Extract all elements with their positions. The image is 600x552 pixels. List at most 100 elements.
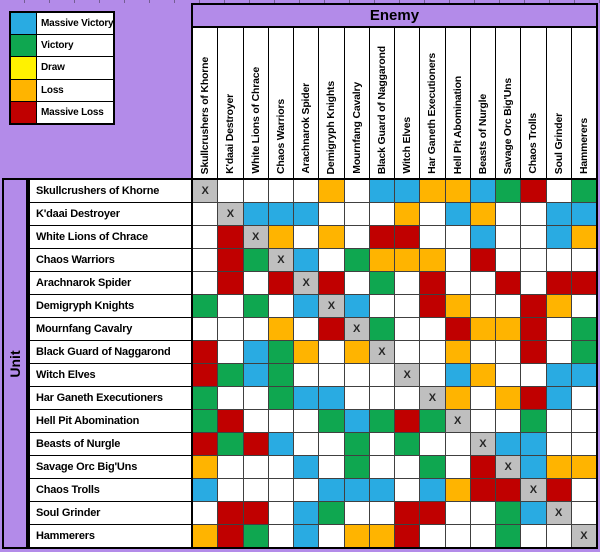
matrix-cell[interactable] (319, 364, 344, 386)
row-header[interactable]: Hell Pit Abomination (30, 410, 191, 432)
matrix-cell[interactable] (294, 203, 319, 225)
matrix-cell[interactable] (268, 387, 293, 409)
matrix-cell[interactable] (369, 502, 394, 524)
matrix-cell[interactable] (243, 364, 268, 386)
column-header[interactable]: Har Ganeth Executioners (420, 28, 445, 178)
column-header[interactable]: Beasts of Nurgle (470, 28, 495, 178)
matrix-cell[interactable] (546, 249, 571, 271)
matrix-cell[interactable] (420, 203, 445, 225)
matrix-cell[interactable] (268, 341, 293, 363)
matrix-cell[interactable] (243, 180, 268, 202)
matrix-cell[interactable] (420, 502, 445, 524)
matrix-cell[interactable] (496, 433, 521, 455)
matrix-cell[interactable] (546, 341, 571, 363)
matrix-cell[interactable] (294, 410, 319, 432)
matrix-cell[interactable] (521, 456, 546, 478)
matrix-cell[interactable] (369, 387, 394, 409)
matrix-cell[interactable] (319, 433, 344, 455)
matrix-cell[interactable] (319, 410, 344, 432)
matrix-cell[interactable] (445, 525, 470, 547)
column-header[interactable]: Demigryph Knights (319, 28, 344, 178)
matrix-cell-diagonal[interactable]: X (546, 502, 571, 524)
matrix-cell[interactable] (369, 203, 394, 225)
matrix-cell[interactable] (268, 479, 293, 501)
matrix-cell[interactable] (571, 364, 596, 386)
row-header[interactable]: Chaos Warriors (30, 249, 191, 271)
matrix-cell-diagonal[interactable]: X (344, 318, 369, 340)
matrix-cell[interactable] (369, 456, 394, 478)
matrix-cell[interactable] (496, 272, 521, 294)
matrix-cell[interactable] (344, 502, 369, 524)
column-header[interactable]: Arachnarok Spider (294, 28, 319, 178)
matrix-cell[interactable] (344, 249, 369, 271)
matrix-cell[interactable] (470, 502, 495, 524)
matrix-cell[interactable] (521, 272, 546, 294)
matrix-cell[interactable] (193, 387, 218, 409)
matrix-cell[interactable] (445, 180, 470, 202)
matrix-cell[interactable] (344, 203, 369, 225)
matrix-cell[interactable] (294, 456, 319, 478)
matrix-cell[interactable] (445, 272, 470, 294)
matrix-cell-diagonal[interactable]: X (268, 249, 293, 271)
row-header[interactable]: Black Guard of Naggarond (30, 341, 191, 363)
matrix-cell[interactable] (445, 203, 470, 225)
matrix-cell[interactable] (395, 295, 420, 317)
matrix-cell[interactable] (445, 249, 470, 271)
matrix-cell[interactable] (243, 525, 268, 547)
matrix-cell[interactable] (268, 502, 293, 524)
matrix-cell[interactable] (344, 433, 369, 455)
matrix-cell[interactable] (268, 203, 293, 225)
matrix-cell[interactable] (369, 364, 394, 386)
matrix-cell[interactable] (294, 364, 319, 386)
matrix-cell[interactable] (470, 203, 495, 225)
matrix-cell[interactable] (571, 341, 596, 363)
matrix-cell[interactable] (218, 410, 243, 432)
matrix-cell[interactable] (496, 502, 521, 524)
matrix-cell[interactable] (193, 456, 218, 478)
matrix-cell[interactable] (546, 318, 571, 340)
matrix-cell[interactable] (420, 272, 445, 294)
matrix-cell[interactable] (546, 226, 571, 248)
matrix-cell[interactable] (294, 180, 319, 202)
matrix-cell[interactable] (445, 295, 470, 317)
matrix-cell[interactable] (369, 249, 394, 271)
matrix-cell[interactable] (218, 364, 243, 386)
matrix-cell[interactable] (395, 341, 420, 363)
matrix-cell[interactable] (268, 318, 293, 340)
matrix-cell-diagonal[interactable]: X (218, 203, 243, 225)
matrix-cell[interactable] (344, 226, 369, 248)
matrix-cell[interactable] (420, 180, 445, 202)
matrix-cell[interactable] (369, 272, 394, 294)
matrix-cell[interactable] (218, 249, 243, 271)
column-header[interactable]: Mournfang Cavalry (344, 28, 369, 178)
column-header[interactable]: Hell Pit Abomination (445, 28, 470, 178)
matrix-cell[interactable] (571, 387, 596, 409)
matrix-cell[interactable] (344, 456, 369, 478)
matrix-cell[interactable] (546, 295, 571, 317)
matrix-cell[interactable] (496, 203, 521, 225)
matrix-cell-diagonal[interactable]: X (571, 525, 596, 547)
matrix-cell[interactable] (243, 341, 268, 363)
matrix-cell[interactable] (496, 226, 521, 248)
matrix-cell[interactable] (193, 272, 218, 294)
matrix-cell[interactable] (369, 525, 394, 547)
column-header[interactable]: Hammerers (571, 28, 596, 178)
column-header[interactable]: Chaos Trolls (521, 28, 546, 178)
matrix-cell[interactable] (470, 456, 495, 478)
matrix-cell[interactable] (319, 479, 344, 501)
matrix-cell[interactable] (496, 341, 521, 363)
matrix-cell[interactable] (546, 410, 571, 432)
matrix-cell[interactable] (546, 387, 571, 409)
matrix-cell[interactable] (420, 249, 445, 271)
matrix-cell[interactable] (395, 203, 420, 225)
matrix-cell[interactable] (268, 456, 293, 478)
matrix-cell[interactable] (193, 364, 218, 386)
matrix-cell[interactable] (193, 249, 218, 271)
row-header[interactable]: Arachnarok Spider (30, 272, 191, 294)
matrix-cell[interactable] (344, 479, 369, 501)
matrix-cell[interactable] (521, 341, 546, 363)
matrix-cell[interactable] (521, 203, 546, 225)
matrix-cell[interactable] (546, 272, 571, 294)
matrix-cell[interactable] (470, 226, 495, 248)
matrix-cell[interactable] (218, 295, 243, 317)
